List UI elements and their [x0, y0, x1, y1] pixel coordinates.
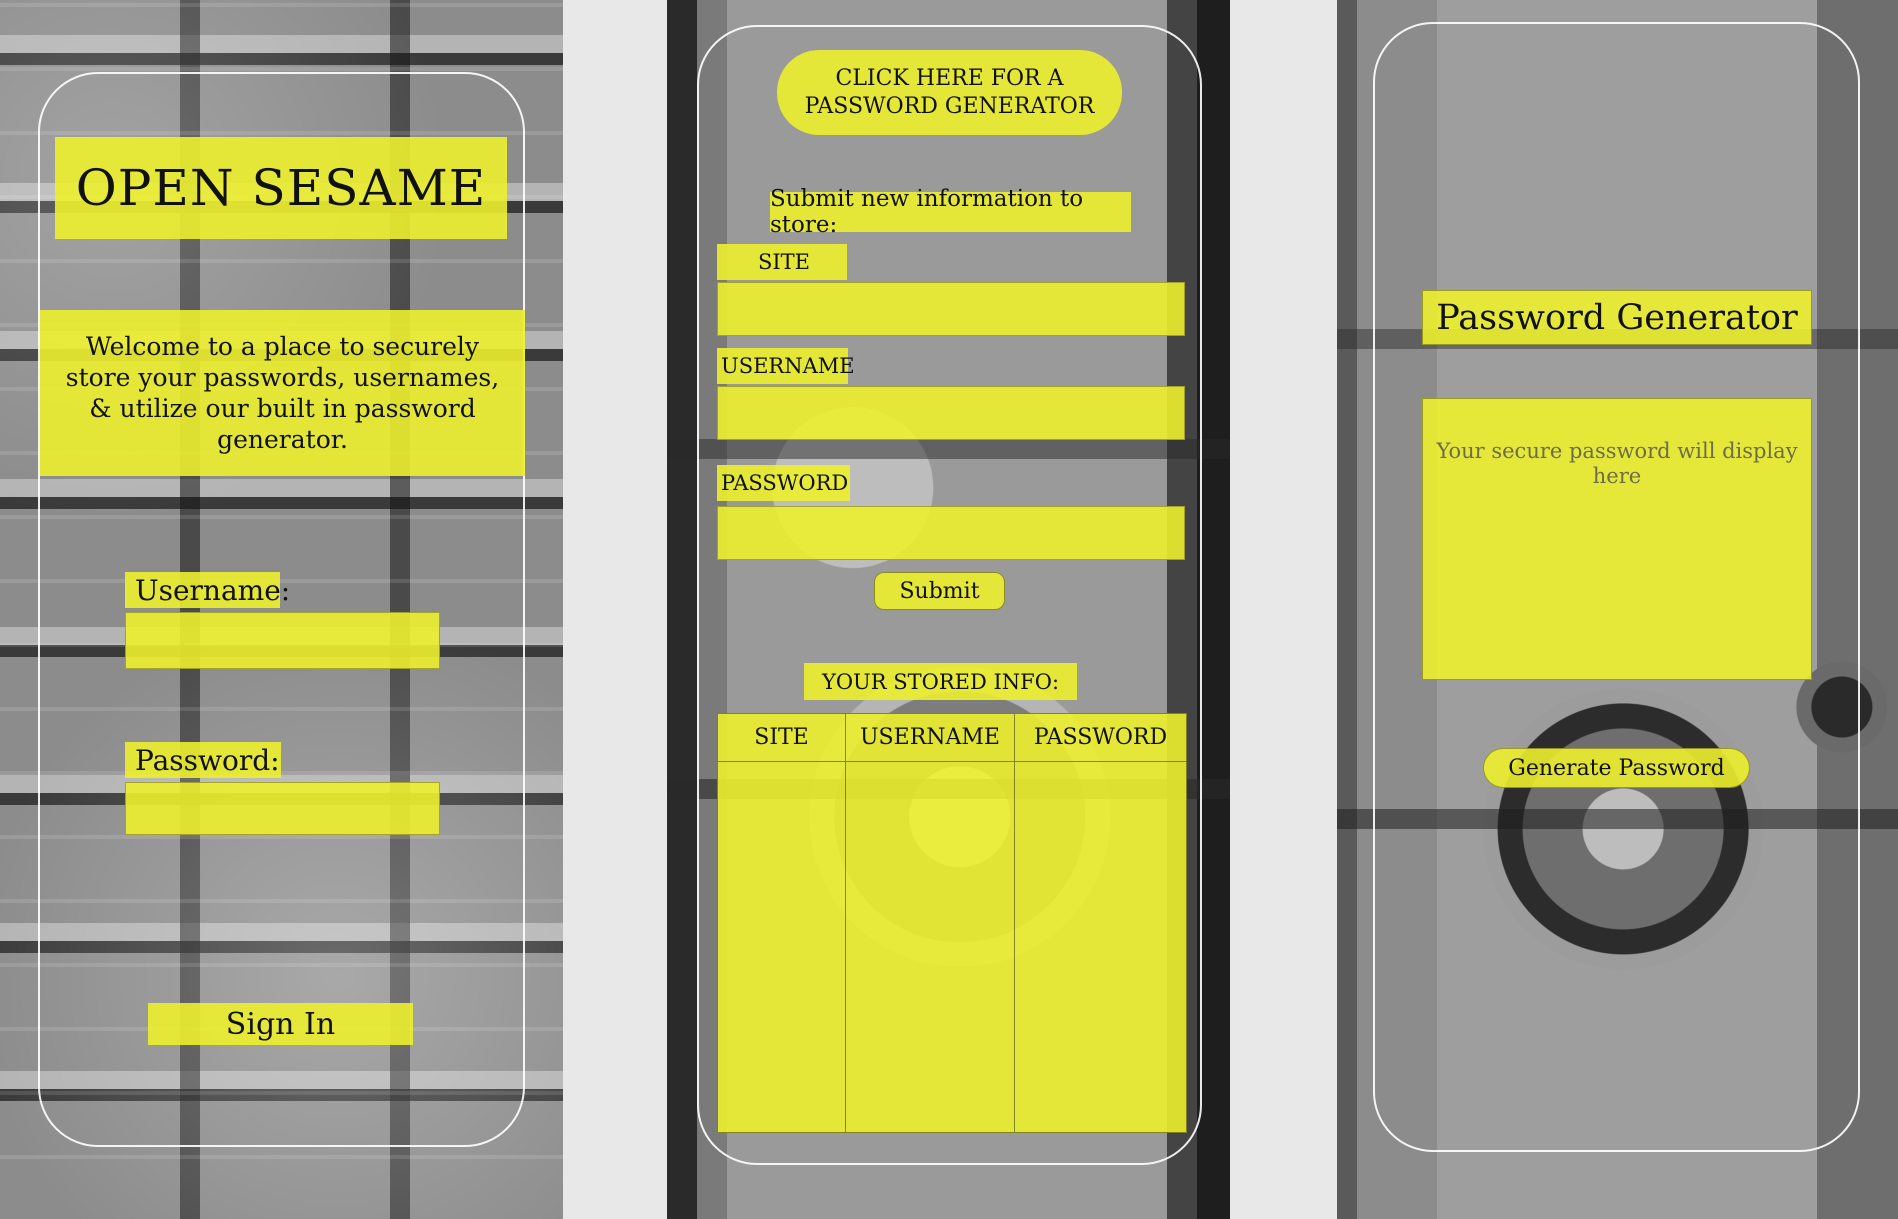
sign-in-button[interactable]: Sign In: [148, 1003, 413, 1045]
submit-button[interactable]: Submit: [874, 572, 1005, 610]
table-body: [718, 762, 1186, 1132]
password-input[interactable]: [125, 782, 440, 835]
generator-screen: Password Generator Your secure password …: [1337, 0, 1898, 1219]
site-input[interactable]: [717, 282, 1185, 336]
table-header-row: SITE USERNAME PASSWORD: [718, 714, 1186, 762]
username-input[interactable]: [717, 386, 1185, 440]
app-title: OPEN SESAME: [55, 137, 507, 239]
generator-title: Password Generator: [1422, 290, 1812, 345]
generate-password-button[interactable]: Generate Password: [1483, 748, 1750, 788]
password-placeholder-text: Your secure password will display here: [1436, 439, 1798, 488]
column-header-password: PASSWORD: [1033, 725, 1168, 750]
welcome-message: Welcome to a place to securely store you…: [40, 310, 525, 476]
phone-frame: [38, 72, 525, 1147]
password-label: Password:: [125, 742, 281, 778]
password-label: PASSWORD: [717, 465, 850, 501]
store-screen: CLICK HERE FOR A PASSWORD GENERATOR Subm…: [667, 0, 1230, 1219]
password-generator-link-button[interactable]: CLICK HERE FOR A PASSWORD GENERATOR: [777, 50, 1122, 135]
username-label: USERNAME: [717, 348, 855, 384]
username-input[interactable]: [125, 612, 440, 669]
username-label: Username:: [125, 572, 290, 608]
login-screen: OPEN SESAME Welcome to a place to secure…: [0, 0, 563, 1219]
phone-frame: [697, 25, 1202, 1165]
stored-info-heading: YOUR STORED INFO:: [804, 663, 1077, 700]
password-input[interactable]: [717, 506, 1185, 560]
column-header-site: SITE: [718, 714, 846, 761]
phone-frame: [1373, 22, 1860, 1152]
generated-password-display: Your secure password will display here: [1422, 398, 1812, 680]
site-column-cells: [718, 762, 846, 1132]
stored-info-table: SITE USERNAME PASSWORD: [717, 713, 1187, 1133]
column-header-username: USERNAME: [846, 714, 1015, 761]
username-column-cells: [846, 762, 1015, 1132]
password-column-cells: [1015, 762, 1186, 1132]
site-label: SITE: [717, 244, 847, 280]
submit-info-heading: Submit new information to store:: [770, 186, 1131, 238]
